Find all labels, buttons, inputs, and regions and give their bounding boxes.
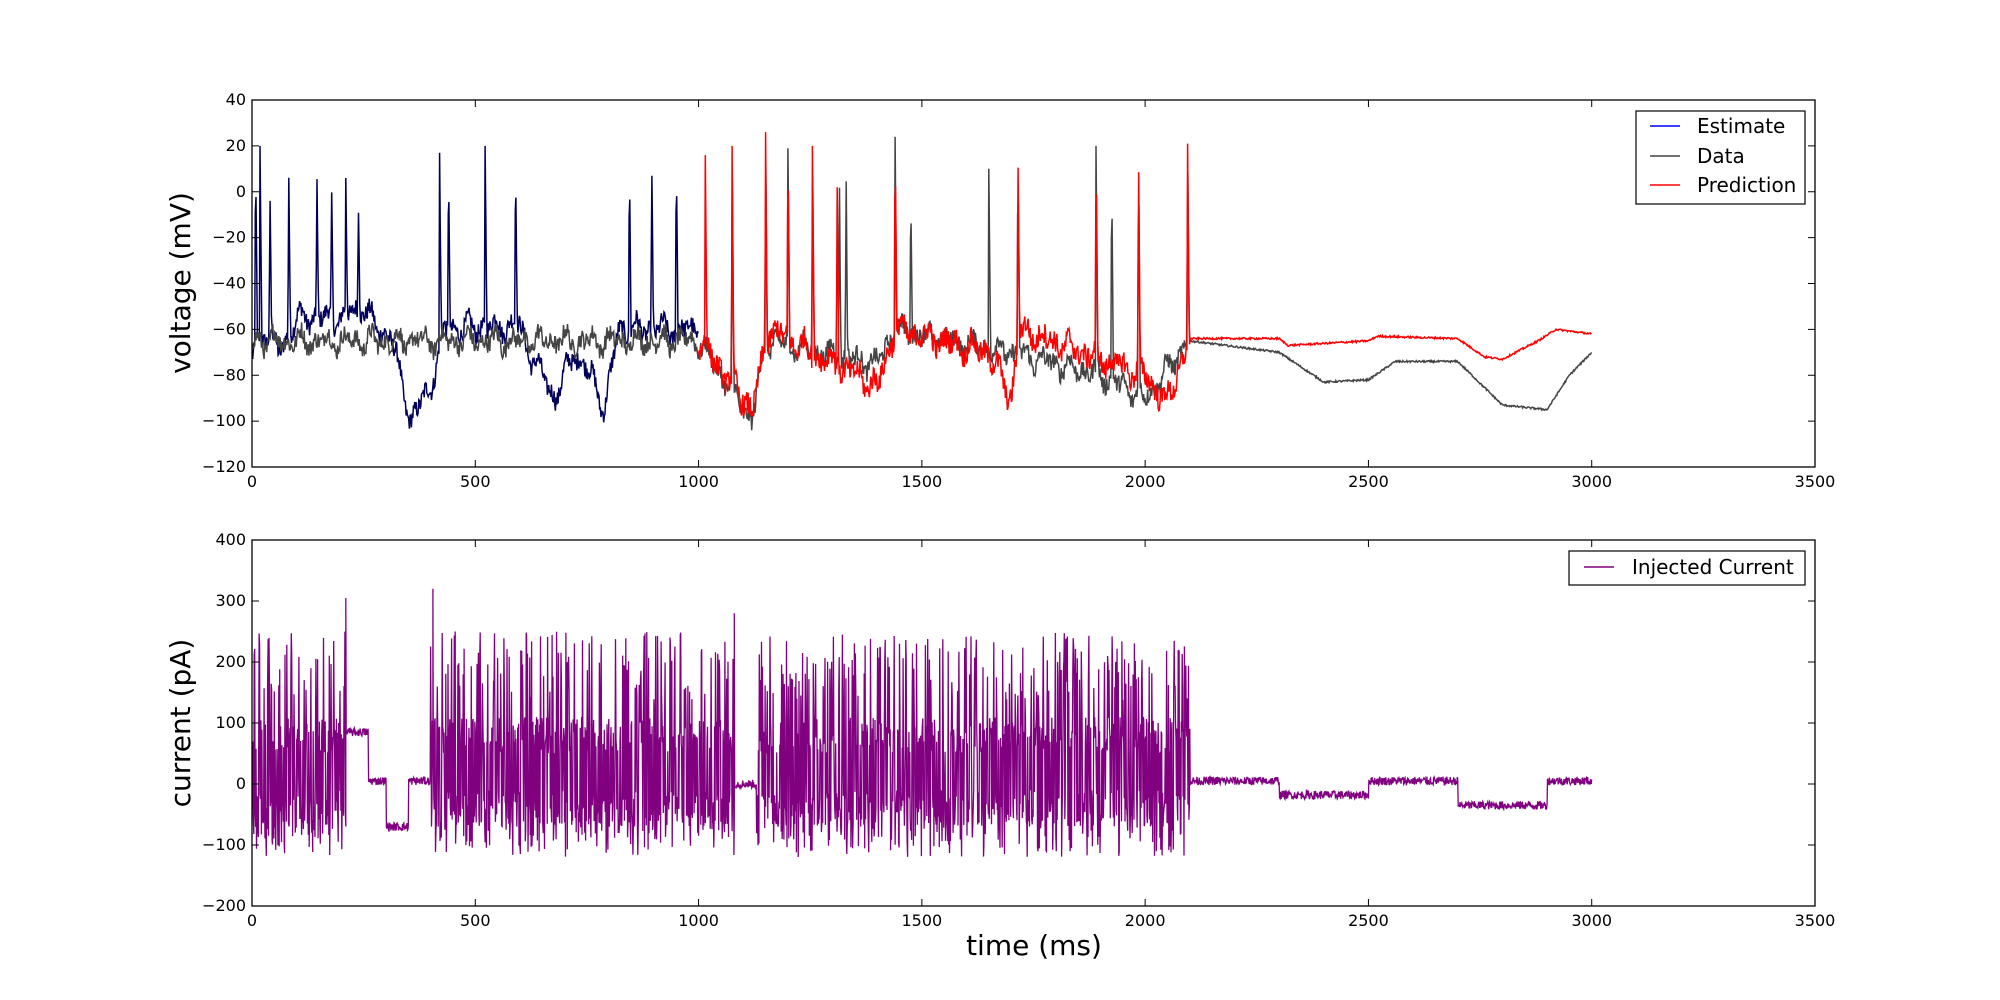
voltage-legend: Estimate Data Prediction	[1635, 110, 1806, 205]
current-legend: Injected Current	[1568, 550, 1806, 586]
current-ytick-label: 200	[215, 652, 246, 671]
voltage-series-group	[252, 132, 1593, 431]
voltage-xtick-label: 1000	[678, 472, 719, 491]
voltage-ylabel: voltage (mV)	[164, 192, 197, 374]
current-ylabel: current (pA)	[164, 639, 197, 808]
current-xtick-label: 1500	[901, 911, 942, 930]
voltage-ytick-label: 40	[226, 90, 246, 109]
series-prediction-line	[697, 132, 1592, 417]
voltage-xtick-label: 2500	[1348, 472, 1389, 491]
legend-label-injected-current: Injected Current	[1632, 555, 1794, 579]
current-xtick-label: 2000	[1125, 911, 1166, 930]
current-xtick-label: 3000	[1571, 911, 1612, 930]
voltage-xtick-label: 3000	[1571, 472, 1612, 491]
current-xtick-label: 2500	[1348, 911, 1389, 930]
voltage-ytick-label: −20	[212, 228, 246, 247]
voltage-xtick-label: 500	[460, 472, 491, 491]
voltage-ytick-label: 20	[226, 136, 246, 155]
legend-label-prediction: Prediction	[1697, 173, 1796, 197]
current-ytick-label: −200	[202, 896, 246, 915]
current-xtick-label: 0	[247, 911, 257, 930]
voltage-ytick-label: −40	[212, 274, 246, 293]
series-injected-current-line	[252, 588, 1593, 858]
voltage-ytick-label: −120	[202, 457, 246, 476]
legend-label-estimate: Estimate	[1697, 114, 1785, 138]
voltage-ytick-label: 0	[236, 182, 246, 201]
current-xtick-label: 1000	[678, 911, 719, 930]
legend-label-data: Data	[1697, 144, 1745, 168]
voltage-xtick-label: 3500	[1795, 472, 1836, 491]
voltage-xtick-label: 2000	[1125, 472, 1166, 491]
voltage-panel: 0 500 1000 1500 2000 2500 3000 3500 −120 −100 −80 −…	[164, 90, 1835, 491]
time-xlabel: time (ms)	[966, 929, 1102, 962]
voltage-xtick-label: 1500	[901, 472, 942, 491]
current-ytick-label: −100	[202, 835, 246, 854]
current-series-group	[252, 588, 1593, 858]
current-ytick-label: 0	[236, 774, 246, 793]
current-ytick-label: 300	[215, 591, 246, 610]
current-panel: 0 500 1000 1500 2000 2500 3000 3500 −200 −100 0 100…	[164, 530, 1835, 962]
voltage-ytick-label: −100	[202, 411, 246, 430]
series-data-line	[252, 136, 1593, 431]
current-xtick-label: 500	[460, 911, 491, 930]
series-estimate-line	[252, 145, 699, 429]
voltage-ytick-label: −60	[212, 319, 246, 338]
voltage-ytick-label: −80	[212, 365, 246, 384]
current-ytick-label: 400	[215, 530, 246, 549]
voltage-axis-ticks: 0 500 1000 1500 2000 2500 3000 3500 −120 −100 −80 −…	[202, 90, 1835, 491]
voltage-xtick-label: 0	[247, 472, 257, 491]
current-xtick-label: 3500	[1795, 911, 1836, 930]
current-ytick-label: 100	[215, 713, 246, 732]
current-axis-ticks: 0 500 1000 1500 2000 2500 3000 3500 −200 −100 0 100…	[202, 530, 1835, 930]
